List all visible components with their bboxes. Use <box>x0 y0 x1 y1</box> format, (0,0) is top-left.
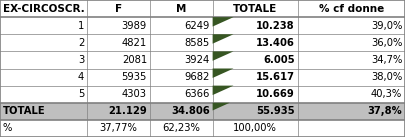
Text: 100,00%: 100,00% <box>233 123 277 133</box>
Bar <box>87 103 150 120</box>
Text: 62,23%: 62,23% <box>162 123 200 133</box>
Bar <box>87 34 150 51</box>
Polygon shape <box>213 103 230 110</box>
Text: 4: 4 <box>78 72 84 82</box>
Text: 40,3%: 40,3% <box>371 89 402 99</box>
Text: 4821: 4821 <box>122 38 147 48</box>
Bar <box>213 86 298 103</box>
Text: 55.935: 55.935 <box>256 106 295 116</box>
Bar <box>150 51 213 68</box>
Bar <box>87 51 150 68</box>
Bar <box>87 68 150 86</box>
Text: 21.129: 21.129 <box>108 106 147 116</box>
Text: 15.617: 15.617 <box>256 72 295 82</box>
Bar <box>150 0 213 17</box>
Bar <box>0 0 87 17</box>
Bar <box>87 17 150 34</box>
Bar <box>213 0 298 17</box>
Bar <box>150 17 213 34</box>
Text: 34.806: 34.806 <box>171 106 210 116</box>
Text: 10.238: 10.238 <box>256 21 295 31</box>
Text: 10.669: 10.669 <box>256 89 295 99</box>
Text: 6249: 6249 <box>184 21 210 31</box>
Text: 2081: 2081 <box>122 55 147 65</box>
Bar <box>0 17 87 34</box>
Text: TOTALE: TOTALE <box>3 106 45 116</box>
Text: 4303: 4303 <box>122 89 147 99</box>
Text: 6.005: 6.005 <box>263 55 295 65</box>
Bar <box>298 51 405 68</box>
Text: 3924: 3924 <box>185 55 210 65</box>
Text: 38,0%: 38,0% <box>371 72 402 82</box>
Bar <box>213 17 298 34</box>
Text: 39,0%: 39,0% <box>371 21 402 31</box>
Bar <box>298 17 405 34</box>
Bar <box>0 103 87 120</box>
Bar <box>298 68 405 86</box>
Polygon shape <box>213 34 234 44</box>
Bar <box>150 86 213 103</box>
Bar <box>87 0 150 17</box>
Text: % cf donne: % cf donne <box>319 4 384 14</box>
Polygon shape <box>213 86 234 95</box>
Text: 9682: 9682 <box>184 72 210 82</box>
Text: EX-CIRCOSCR.: EX-CIRCOSCR. <box>3 4 85 14</box>
Bar <box>0 120 87 137</box>
Bar <box>87 120 150 137</box>
Bar <box>213 34 298 51</box>
Bar <box>298 34 405 51</box>
Text: 13.406: 13.406 <box>256 38 295 48</box>
Text: 2: 2 <box>78 38 84 48</box>
Bar <box>298 86 405 103</box>
Bar <box>213 51 298 68</box>
Text: M: M <box>176 4 186 14</box>
Text: 34,7%: 34,7% <box>371 55 402 65</box>
Bar <box>298 120 405 137</box>
Bar <box>213 103 298 120</box>
Bar <box>150 68 213 86</box>
Text: 37,77%: 37,77% <box>100 123 137 133</box>
Bar <box>150 103 213 120</box>
Bar <box>150 34 213 51</box>
Text: F: F <box>115 4 122 14</box>
Text: 36,0%: 36,0% <box>371 38 402 48</box>
Text: 6366: 6366 <box>184 89 210 99</box>
Polygon shape <box>213 51 234 61</box>
Bar <box>298 103 405 120</box>
Text: 37,8%: 37,8% <box>367 106 402 116</box>
Text: 1: 1 <box>78 21 84 31</box>
Bar <box>0 68 87 86</box>
Polygon shape <box>213 17 234 27</box>
Bar <box>213 68 298 86</box>
Bar <box>298 0 405 17</box>
Bar <box>0 86 87 103</box>
Bar <box>0 51 87 68</box>
Text: 3: 3 <box>78 55 84 65</box>
Bar <box>150 120 213 137</box>
Bar <box>213 120 298 137</box>
Polygon shape <box>213 68 234 78</box>
Text: 3989: 3989 <box>122 21 147 31</box>
Bar <box>87 86 150 103</box>
Text: %: % <box>3 123 12 133</box>
Text: 5935: 5935 <box>122 72 147 82</box>
Bar <box>0 34 87 51</box>
Text: 8585: 8585 <box>185 38 210 48</box>
Text: TOTALE: TOTALE <box>233 4 277 14</box>
Text: 5: 5 <box>78 89 84 99</box>
